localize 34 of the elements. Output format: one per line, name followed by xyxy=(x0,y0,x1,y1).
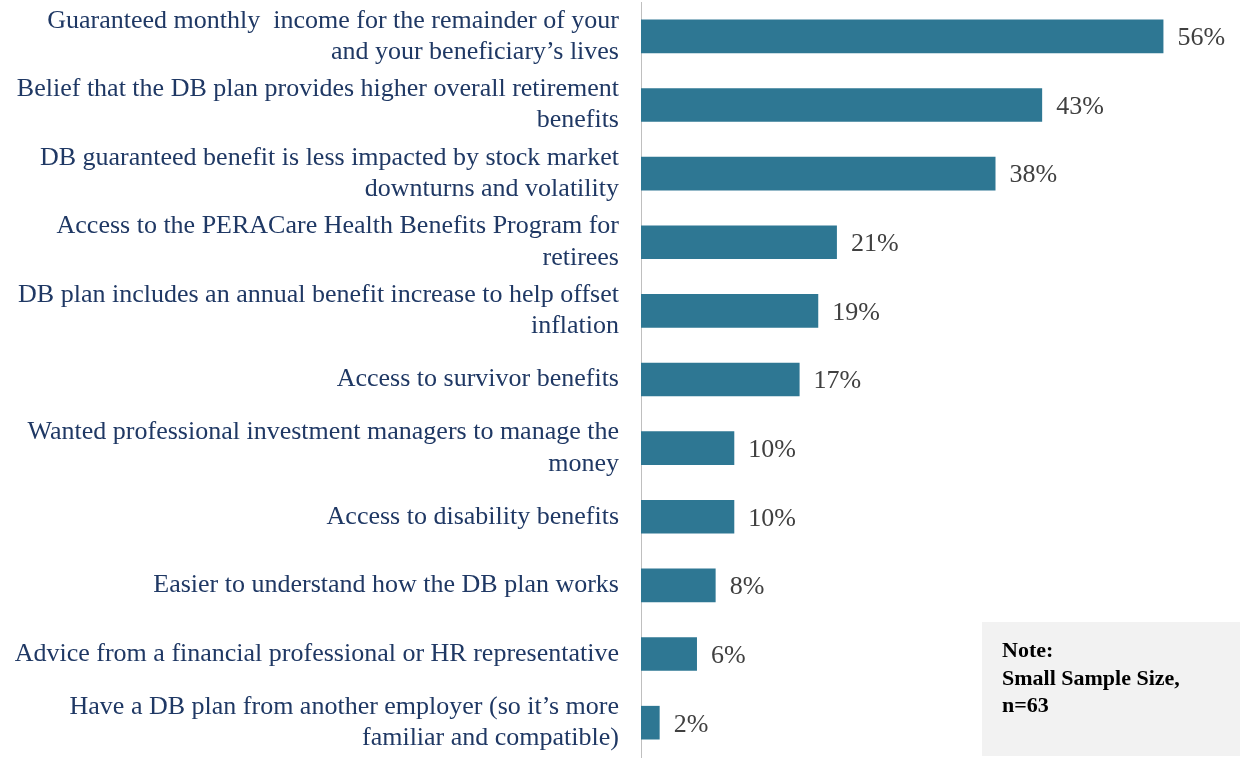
data-label: 10% xyxy=(748,433,796,463)
data-label: 6% xyxy=(710,639,746,669)
data-label: 38% xyxy=(1009,159,1058,189)
data-label: 8% xyxy=(729,571,765,601)
bar xyxy=(641,568,716,603)
data-label: 19% xyxy=(832,296,880,326)
y-tick-label: Access to disability benefits xyxy=(326,500,619,530)
data-label: 56% xyxy=(1177,22,1226,52)
y-tick-label: Guaranteed monthly income for the remainder of your and your beneficiary’s lives xyxy=(47,4,620,65)
data-label: 2% xyxy=(673,708,709,738)
y-tick-label: DB guaranteed benefit is less impacted by stock market downturns and volatility xyxy=(39,141,620,203)
y-tick-label: DB plan includes an annual benefit increase to help offset inflation xyxy=(18,279,620,340)
y-tick-label: Access to the PERACare Health Benefits Program for retirees xyxy=(56,210,620,271)
y-tick-label: Wanted professional investment managers to manage the money xyxy=(27,416,619,477)
y-tick-label: Belief that the DB plan provides higher overall retirement benefits xyxy=(16,73,620,134)
note-panel: Note: Small Sample Size, n=63 xyxy=(982,622,1240,756)
bar xyxy=(641,705,660,740)
y-tick-label: Advice from a financial professional or HR representative xyxy=(14,637,619,667)
data-label: 17% xyxy=(813,365,862,395)
data-label: 43% xyxy=(1056,90,1104,120)
bar xyxy=(641,156,996,191)
bar xyxy=(641,19,1164,54)
bar xyxy=(641,431,735,465)
bar xyxy=(641,88,1043,122)
data-label: 10% xyxy=(748,502,796,532)
bar xyxy=(641,499,735,534)
y-tick-label: Access to survivor benefits xyxy=(336,363,619,393)
bar xyxy=(641,362,800,397)
y-tick-label: Easier to understand how the DB plan works xyxy=(153,569,619,599)
data-label: 21% xyxy=(850,228,899,258)
bar xyxy=(641,225,837,260)
bar xyxy=(641,637,697,671)
bar xyxy=(641,294,819,328)
y-tick-label: Have a DB plan from another employer (so it’s more familiar and compatible) xyxy=(69,690,619,752)
